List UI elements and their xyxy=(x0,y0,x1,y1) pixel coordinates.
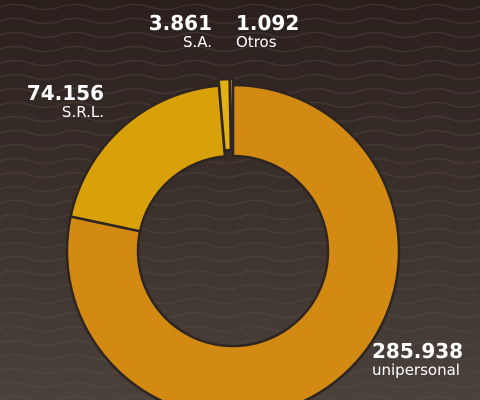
value-label: 1.092 xyxy=(236,11,299,35)
category-label: S.A. xyxy=(183,33,212,51)
chart: 285.938unipersonal 74.156S.R.L. 3.861S.A. 1… xyxy=(0,0,480,400)
value-label: 285.938 xyxy=(372,339,463,363)
category-label: S.R.L. xyxy=(62,103,104,121)
value-label: 3.861 xyxy=(149,11,212,35)
donut-slice xyxy=(230,79,233,150)
value-label: 74.156 xyxy=(27,81,104,105)
category-label: Otros xyxy=(236,33,277,51)
category-label: unipersonal xyxy=(372,361,460,379)
